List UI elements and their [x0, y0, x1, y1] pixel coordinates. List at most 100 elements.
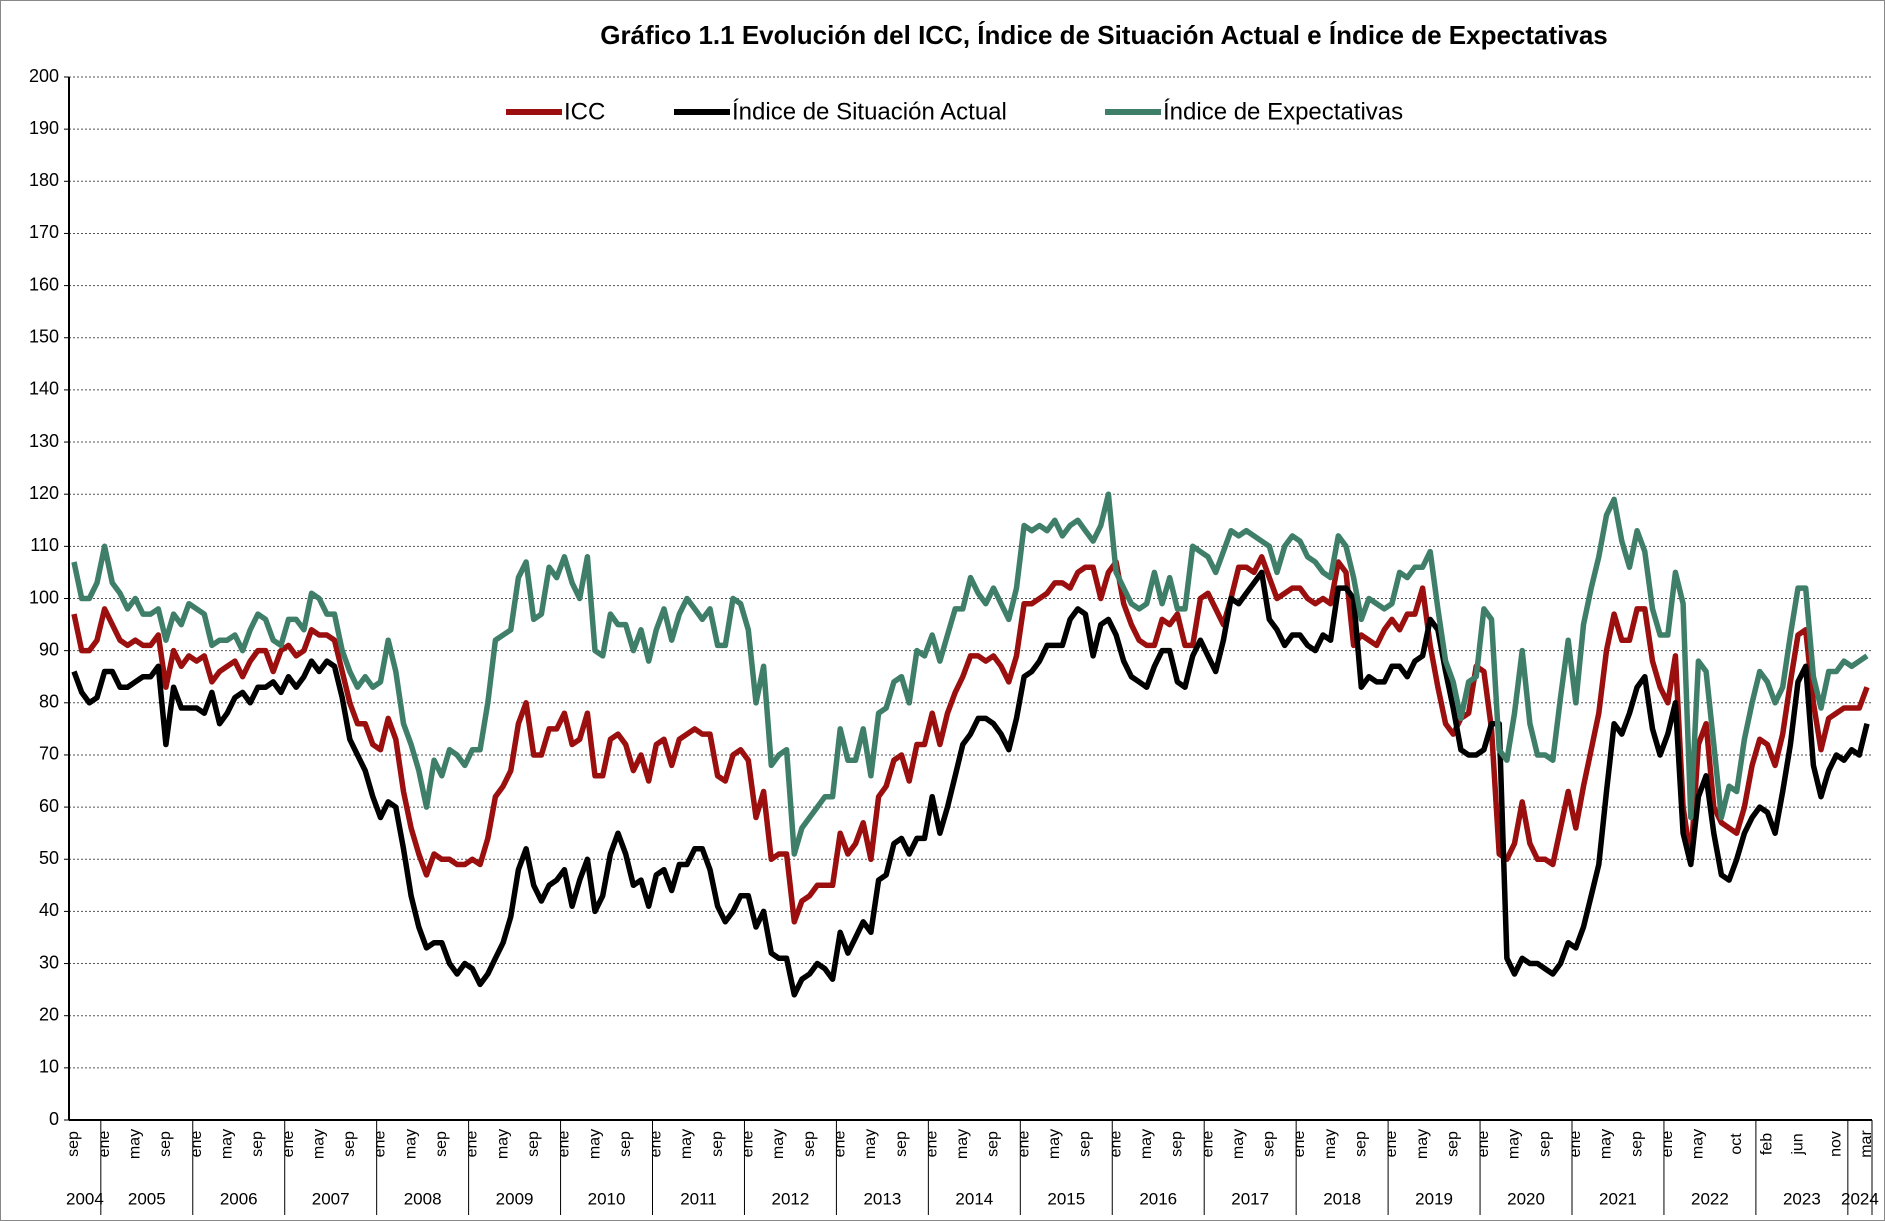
- x-tick-label: sep: [709, 1131, 726, 1157]
- chart-title: Gráfico 1.1 Evolución del ICC, Índice de…: [600, 20, 1608, 50]
- x-group-label: 2013: [863, 1189, 901, 1208]
- x-tick-label: ene: [1567, 1131, 1584, 1158]
- x-tick-label: ene: [740, 1131, 757, 1158]
- x-tick-label: sep: [1536, 1131, 1553, 1157]
- x-tick-label: sep: [1077, 1131, 1094, 1157]
- y-tick-label: 90: [39, 639, 59, 659]
- x-tick-label: sep: [1169, 1131, 1186, 1157]
- x-tick-label: sep: [1353, 1131, 1370, 1157]
- x-group-label: 2022: [1691, 1189, 1729, 1208]
- x-tick-label: may: [1046, 1129, 1063, 1159]
- y-tick-label: 200: [29, 66, 59, 86]
- x-tick-label: ene: [372, 1131, 389, 1158]
- x-tick-label: ene: [831, 1131, 848, 1158]
- legend-label: Índice de Expectativas: [1163, 98, 1403, 125]
- x-tick-label: ene: [1383, 1131, 1400, 1158]
- x-tick-label: sep: [65, 1131, 82, 1157]
- x-tick-label: ene: [96, 1131, 113, 1158]
- y-tick-label: 140: [29, 379, 59, 399]
- x-tick-label: sep: [433, 1131, 450, 1157]
- x-tick-label: ene: [1475, 1131, 1492, 1158]
- x-tick-label: sep: [617, 1131, 634, 1157]
- x-tick-label: may: [770, 1129, 787, 1159]
- x-group-label: 2006: [220, 1189, 258, 1208]
- x-tick-label: may: [678, 1129, 695, 1159]
- y-tick-label: 150: [29, 327, 59, 347]
- x-tick-label: sep: [525, 1131, 542, 1157]
- x-tick-label: may: [310, 1129, 327, 1159]
- x-tick-label: may: [127, 1129, 144, 1159]
- x-tick-label: may: [1598, 1129, 1615, 1159]
- x-tick-label: may: [1138, 1129, 1155, 1159]
- y-tick-label: 30: [39, 952, 59, 972]
- legend-label: ICC: [564, 98, 605, 125]
- x-group-label: 2011: [680, 1189, 717, 1208]
- x-tick-label: may: [218, 1129, 235, 1159]
- x-group-label: 2008: [404, 1189, 442, 1208]
- x-tick-label: sep: [249, 1131, 266, 1157]
- x-tick-label: ene: [188, 1131, 205, 1158]
- x-tick-label: sep: [1628, 1131, 1645, 1157]
- x-tick-label: jun: [1789, 1133, 1806, 1155]
- x-tick-label: may: [862, 1129, 879, 1159]
- x-group-label: 2019: [1415, 1189, 1453, 1208]
- y-tick-label: 160: [29, 274, 59, 294]
- y-tick-label: 40: [39, 900, 59, 920]
- x-group-label: 2018: [1323, 1189, 1361, 1208]
- x-tick-label: may: [1322, 1129, 1339, 1159]
- x-tick-label: ene: [1199, 1131, 1216, 1158]
- x-tick-label: ene: [1015, 1131, 1032, 1158]
- x-tick-label: ene: [464, 1131, 481, 1158]
- series-line: [71, 491, 1869, 857]
- x-tick-label: may: [586, 1129, 603, 1159]
- x-tick-label: sep: [893, 1131, 910, 1157]
- x-tick-label: ene: [1291, 1131, 1308, 1158]
- x-tick-label: sep: [157, 1131, 174, 1157]
- y-tick-label: 180: [29, 170, 59, 190]
- x-tick-label: sep: [801, 1131, 818, 1157]
- y-tick-label: 120: [29, 483, 59, 503]
- x-tick-label: ene: [556, 1131, 573, 1158]
- x-tick-label: may: [954, 1129, 971, 1159]
- x-tick-label: may: [1230, 1129, 1247, 1159]
- y-tick-label: 50: [39, 848, 59, 868]
- x-tick-label: sep: [341, 1131, 358, 1157]
- y-tick-label: 100: [29, 587, 59, 607]
- x-group-label: 2017: [1231, 1189, 1269, 1208]
- x-tick-label: may: [1690, 1129, 1707, 1159]
- x-tick-label: oct: [1728, 1133, 1745, 1155]
- x-tick-label: nov: [1828, 1131, 1845, 1157]
- x-group-label: 2021: [1599, 1189, 1637, 1208]
- y-tick-label: 70: [39, 744, 59, 764]
- x-group-label: 2023: [1783, 1189, 1821, 1208]
- x-tick-label: ene: [1659, 1131, 1676, 1158]
- x-group-label: 2024: [1841, 1189, 1879, 1208]
- x-group-label: 2012: [772, 1189, 810, 1208]
- x-tick-label: mar: [1858, 1130, 1875, 1158]
- x-tick-label: may: [402, 1129, 419, 1159]
- x-group-label: 2004: [66, 1189, 104, 1208]
- y-tick-label: 0: [49, 1109, 59, 1129]
- y-tick-label: 60: [39, 796, 59, 816]
- series-line: [71, 569, 1870, 998]
- x-group-label: 2015: [1047, 1189, 1085, 1208]
- y-tick-label: 190: [29, 118, 59, 138]
- x-group-label: 2016: [1139, 1189, 1177, 1208]
- x-tick-label: ene: [923, 1131, 940, 1158]
- x-tick-label: ene: [1107, 1131, 1124, 1158]
- legend-label: Índice de Situación Actual: [732, 98, 1007, 125]
- x-group-label: 2014: [955, 1189, 993, 1208]
- y-tick-label: 130: [29, 431, 59, 451]
- x-group-label: 2010: [588, 1189, 626, 1208]
- y-tick-label: 110: [30, 535, 59, 555]
- x-group-label: 2007: [312, 1189, 350, 1208]
- x-tick-label: may: [494, 1129, 511, 1159]
- y-tick-label: 80: [39, 692, 59, 712]
- x-tick-label: sep: [1261, 1131, 1278, 1157]
- x-tick-label: may: [1506, 1129, 1523, 1159]
- x-tick-label: sep: [1444, 1131, 1461, 1157]
- y-tick-label: 20: [39, 1004, 59, 1024]
